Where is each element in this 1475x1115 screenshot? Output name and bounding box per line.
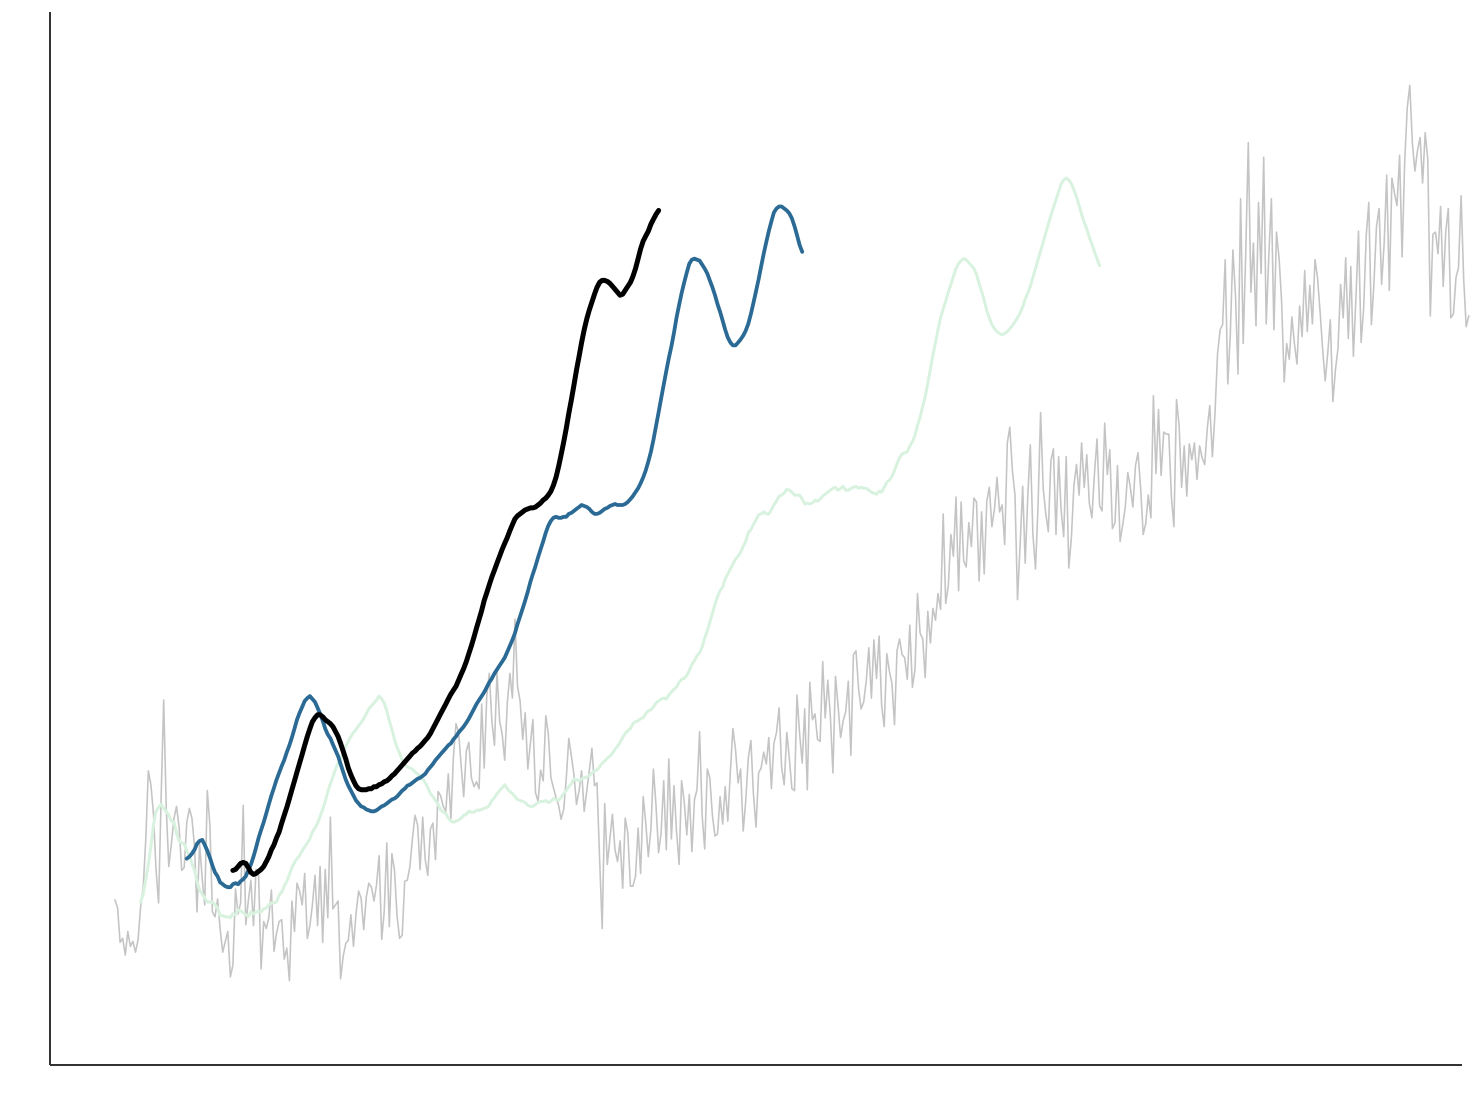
series-medium-average-line	[184, 204, 805, 890]
series-layer	[114, 84, 1470, 982]
series-raw-line	[114, 84, 1470, 982]
series-long-average-line	[230, 208, 662, 877]
series-short-average-line	[139, 176, 1102, 920]
